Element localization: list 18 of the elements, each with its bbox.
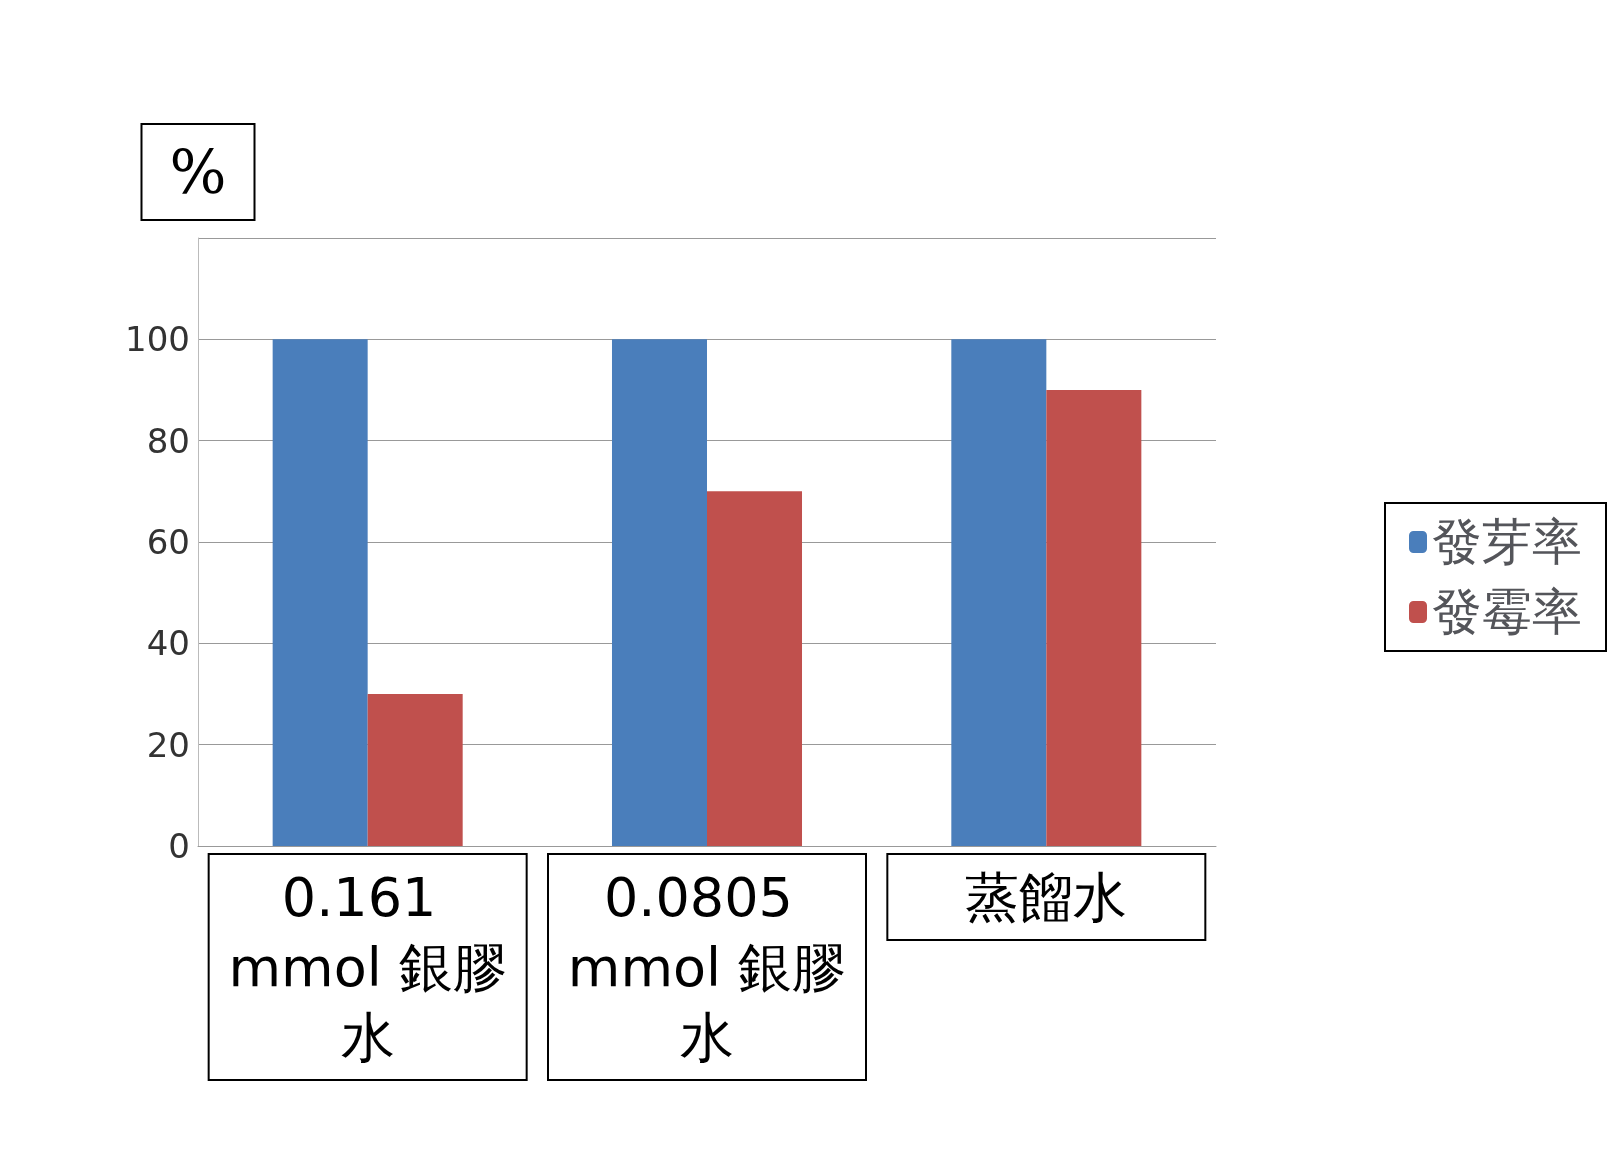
legend-label: 發芽率	[1432, 513, 1582, 571]
y-tick-label: 80	[146, 420, 190, 461]
legend-label: 發霉率	[1432, 583, 1582, 641]
y-axis-title: %	[169, 137, 227, 207]
y-tick-label: 40	[146, 623, 190, 664]
x-tick-label: 蒸餾水	[965, 865, 1128, 929]
x-tick-label: 0.161 mmol 銀膠水	[228, 865, 507, 1069]
bar	[611, 339, 707, 846]
y-tick-label: 100	[125, 319, 190, 360]
y-tick-label: 60	[146, 522, 190, 562]
bar	[951, 339, 1047, 846]
bar	[1046, 390, 1142, 846]
x-tick-label: 0.0805 mmol 銀膠水	[567, 865, 847, 1069]
bar	[707, 491, 803, 846]
bar	[272, 339, 368, 846]
y-tick-label: 0	[168, 826, 190, 866]
bar	[367, 694, 463, 846]
y-tick-label: 20	[146, 724, 190, 765]
